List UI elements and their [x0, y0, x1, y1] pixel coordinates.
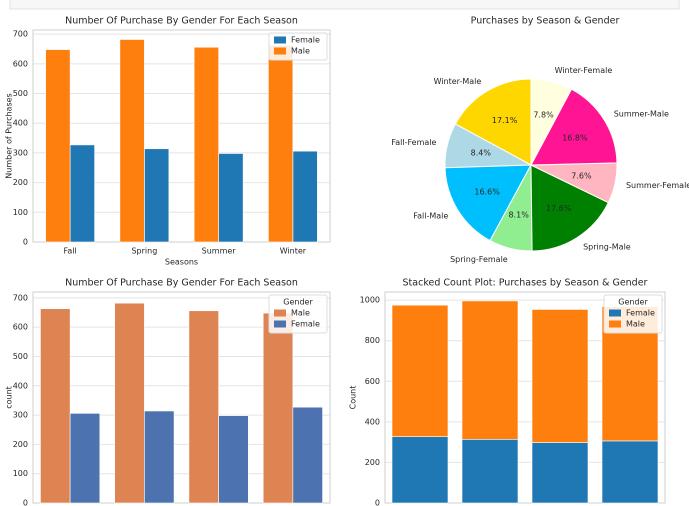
axes-frame	[32, 291, 331, 504]
bar	[292, 406, 323, 504]
bar	[188, 310, 219, 504]
chart-title: Number Of Purchase By Gender For Each Se…	[65, 16, 298, 27]
legend-swatch	[609, 320, 621, 328]
bar-segment	[461, 438, 519, 504]
bar	[69, 413, 101, 504]
pie-slice	[530, 164, 610, 252]
bar-segment	[531, 442, 589, 504]
bar	[119, 39, 145, 243]
pie-slice	[444, 164, 532, 242]
x-axis-label: Seasons	[165, 258, 198, 267]
y-tick-label: 0	[23, 238, 28, 247]
y-tick-label: 300	[13, 148, 28, 157]
legend-label: Male	[291, 47, 310, 56]
y-axis-label: Count	[349, 386, 358, 410]
slice-label: Winter-Male	[434, 77, 482, 86]
legend-title: Gender	[283, 298, 313, 307]
y-tick-label: 300	[13, 411, 28, 420]
top-strip	[9, 0, 680, 10]
y-tick-label: 0	[23, 499, 28, 506]
bar	[40, 308, 71, 504]
bar	[114, 302, 145, 504]
y-tick-label: 400	[365, 417, 380, 426]
legend-title: Gender	[618, 298, 648, 307]
slice-label: Summer-Male	[614, 109, 669, 118]
bar	[218, 153, 244, 243]
bar	[45, 49, 71, 243]
x-tick-label: Summer	[202, 247, 237, 256]
slice-percent: 8.4%	[471, 149, 492, 158]
pie-slice	[454, 78, 532, 166]
y-axis-label: Number of Purchases	[5, 93, 14, 178]
y-tick-label: 100	[13, 469, 28, 478]
bar	[218, 415, 249, 504]
bar-segment	[461, 300, 519, 440]
slice-percent: 7.8%	[533, 110, 554, 119]
bar-segment	[391, 436, 449, 504]
slice-percent: 16.6%	[474, 188, 500, 197]
y-tick-label: 400	[13, 381, 28, 390]
bar	[69, 144, 95, 243]
bar	[262, 312, 294, 504]
x-tick-label: Fall	[64, 247, 77, 256]
legend-swatch	[274, 36, 286, 44]
y-tick-label: 600	[13, 59, 28, 68]
legend-swatch	[274, 309, 286, 317]
axes-frame	[32, 29, 331, 243]
y-tick-label: 200	[365, 458, 380, 467]
y-tick-label: 200	[13, 440, 28, 449]
slice-percent: 17.1%	[492, 116, 518, 125]
slice-label: Fall-Male	[413, 212, 448, 221]
legend-label: Female	[626, 309, 655, 318]
y-tick-label: 400	[13, 119, 28, 128]
y-tick-label: 500	[13, 352, 28, 361]
chart-title: Number Of Purchase By Gender For Each Se…	[65, 278, 298, 289]
slice-label: Winter-Female	[555, 66, 613, 75]
slice-percent: 16.8%	[562, 133, 588, 142]
bar-segment	[601, 440, 659, 504]
y-tick-label: 1000	[360, 296, 380, 305]
y-tick-label: 600	[365, 377, 380, 386]
chart-title: Purchases by Season & Gender	[471, 16, 620, 27]
y-tick-label: 500	[13, 89, 28, 98]
slice-percent: 8.1%	[508, 211, 529, 220]
bar-segment	[531, 309, 589, 443]
slice-percent: 7.6%	[571, 171, 592, 180]
legend-swatch	[609, 309, 621, 317]
slice-label: Spring-Male	[583, 243, 631, 252]
legend-label: Female	[291, 36, 320, 45]
chart-title: Stacked Count Plot: Purchases by Season …	[403, 278, 648, 289]
y-tick-label: 100	[13, 208, 28, 217]
legend-label: Male	[626, 320, 645, 329]
pie-slice	[530, 78, 573, 166]
legend-swatch	[274, 320, 286, 328]
slice-label: Summer-Female	[626, 181, 689, 190]
pie-slice	[530, 88, 618, 166]
slice-label: Fall-Female	[391, 138, 436, 147]
slice-label: Spring-Female	[450, 255, 508, 264]
legend-swatch	[274, 47, 286, 55]
bar	[268, 45, 294, 243]
x-tick-label: Spring	[131, 247, 157, 256]
axes-frame	[384, 291, 666, 504]
bar	[292, 150, 318, 243]
x-tick-label: Winter	[280, 247, 307, 256]
slice-percent: 17.6%	[546, 204, 572, 213]
bar-segment	[391, 304, 449, 437]
y-tick-label: 800	[365, 336, 380, 345]
legend-label: Female	[291, 320, 320, 329]
y-tick-label: 700	[13, 293, 28, 302]
y-tick-label: 200	[13, 178, 28, 187]
bar	[144, 148, 170, 243]
y-tick-label: 600	[13, 323, 28, 332]
bar	[144, 410, 175, 504]
legend-label: Male	[291, 309, 310, 318]
bar	[193, 46, 219, 243]
y-tick-label: 0	[375, 499, 380, 506]
y-tick-label: 700	[13, 30, 28, 39]
y-axis-label: count	[5, 386, 14, 409]
